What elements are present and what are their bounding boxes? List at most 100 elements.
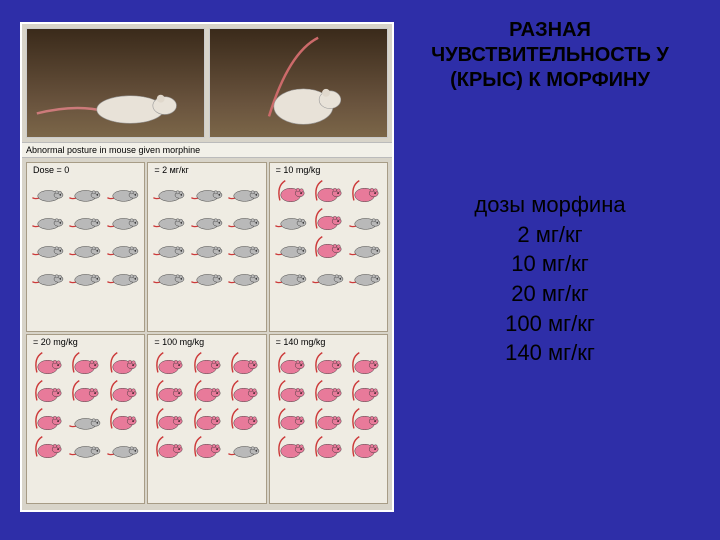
dose-1: 2 мг/кг [517,222,582,247]
mouse-icon-affected [272,377,309,404]
dose-cell: = 140 mg/kg [269,334,388,504]
mouse-icon-normal [225,261,262,288]
mouse-icon-normal [272,261,309,288]
doses-header: дозы морфина [474,192,625,217]
mouse-icon-affected [272,405,309,432]
dose-cell: = 20 mg/kg [26,334,145,504]
mouse-icon-affected [309,233,346,260]
mouse-icon-normal [272,233,309,260]
cell-label: Dose = 0 [31,165,71,175]
dose-4: 100 мг/кг [505,311,595,336]
mouse-icon-affected [150,377,187,404]
mouse-icon-affected [104,405,141,432]
doses-block: дозы морфина 2 мг/кг 10 мг/кг 20 мг/кг 1… [400,190,700,368]
dose-grid: Dose = 0 [22,158,392,508]
mouse-icon-affected [272,177,309,204]
mouse-icon-normal [188,233,225,260]
mouse-icon-affected [346,405,383,432]
mouse-icon-normal [66,205,103,232]
mouse-icon-normal [225,433,262,460]
mouse-icon-affected [104,377,141,404]
dose-cell: Dose = 0 [26,162,145,332]
mouse-icon-affected [150,405,187,432]
mouse-icon-normal [29,261,66,288]
mouse-icon-normal [150,233,187,260]
mouse-icon-normal [29,177,66,204]
mouse-icon-affected [66,377,103,404]
mouse-icon-affected [309,433,346,460]
mouse-icon-affected [188,349,225,376]
mouse-icon-normal [29,205,66,232]
mouse-icon-normal [104,261,141,288]
dose-cell: = 2 мг/кг [147,162,266,332]
mouse-icon-affected [346,349,383,376]
cell-label: = 100 mg/kg [152,337,206,347]
mouse-icon-affected [225,349,262,376]
mouse-icon-normal [150,261,187,288]
mouse-icon-normal [150,205,187,232]
slide-title: РАЗНАЯ ЧУВСТВИТЕЛЬНОСТЬ У (КРЫС) К МОРФИ… [400,18,700,93]
mouse-icon-affected [309,377,346,404]
mouse-icon-normal [66,405,103,432]
mouse-icon-normal [104,233,141,260]
dose-5: 140 мг/кг [505,340,595,365]
title-line-2: ЧУВСТВИТЕЛЬНОСТЬ У [431,44,669,66]
mouse-icon-affected [272,433,309,460]
mouse-icon-normal [29,233,66,260]
photo-normal-mouse [26,28,205,138]
mice-wrap [150,349,263,501]
mouse-icon-affected [29,433,66,460]
mice-wrap [29,177,142,329]
photo-row [22,24,392,142]
photo-affected-mouse [209,28,388,138]
mouse-icon-affected [346,377,383,404]
mouse-icon-affected [188,377,225,404]
mice-wrap [272,177,385,329]
dose-cell: = 100 mg/kg [147,334,266,504]
mouse-icon-affected [309,177,346,204]
cell-label: = 2 мг/кг [152,165,190,175]
mouse-icon-affected [188,433,225,460]
dose-3: 20 мг/кг [511,281,589,306]
dose-cell: = 10 mg/kg [269,162,388,332]
cell-label: = 140 mg/kg [274,337,328,347]
mouse-icon-normal [66,433,103,460]
mouse-icon-affected [66,349,103,376]
mouse-icon-affected [309,205,346,232]
mouse-icon-normal [188,261,225,288]
cell-label: = 10 mg/kg [274,165,323,175]
mouse-icon-normal [346,205,383,232]
mouse-icon-normal [104,433,141,460]
mouse-icon-affected [309,349,346,376]
dose-2: 10 мг/кг [511,251,589,276]
mice-wrap [29,349,142,501]
title-line-3: (КРЫС) К МОРФИНУ [450,69,650,91]
mice-wrap [150,177,263,329]
mouse-icon-affected [272,349,309,376]
mouse-icon-normal [66,177,103,204]
mouse-icon-affected [225,377,262,404]
mouse-icon-normal [225,233,262,260]
mouse-icon-normal [225,177,262,204]
mouse-icon-normal [66,261,103,288]
figure-panel: Abnormal posture in mouse given morphine… [20,22,394,512]
cell-label: = 20 mg/kg [31,337,80,347]
mouse-icon-normal [309,261,346,288]
mouse-icon-affected [346,433,383,460]
mouse-icon-normal [188,205,225,232]
mouse-icon-affected [150,433,187,460]
mouse-icon-affected [29,377,66,404]
mouse-icon-normal [188,177,225,204]
mouse-icon-normal [104,205,141,232]
mouse-icon-affected [346,177,383,204]
mouse-icon-normal [346,233,383,260]
mouse-icon-normal [66,233,103,260]
figure-caption: Abnormal posture in mouse given morphine [22,142,392,158]
mouse-icon-affected [150,349,187,376]
mouse-icon-affected [188,405,225,432]
mouse-icon-affected [29,405,66,432]
title-line-1: РАЗНАЯ [509,19,591,41]
mouse-icon-normal [272,205,309,232]
mouse-icon-normal [104,177,141,204]
mouse-icon-normal [150,177,187,204]
